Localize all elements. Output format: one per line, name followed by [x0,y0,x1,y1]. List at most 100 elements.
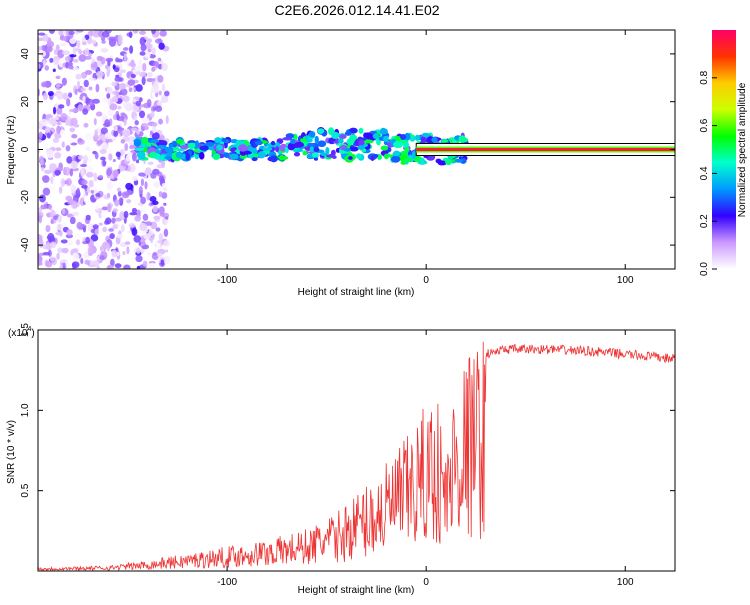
band-cell [380,145,389,151]
noise-cell [147,71,153,78]
band-cell [279,154,285,161]
noise-cell [38,214,43,224]
noise-cell [65,178,72,187]
noise-cell [140,248,145,254]
noise-cell [100,48,109,53]
noise-cell [72,200,78,209]
spectrogram-plot [38,30,675,269]
noise-cell [156,164,163,169]
noise-cell [106,93,111,99]
band-cell [400,160,407,165]
colorbar-tick-label: 0.0 [699,262,710,276]
noise-cell [158,42,165,50]
noise-cell [107,109,114,117]
band-cell [404,132,411,141]
band-cell [290,138,296,145]
noise-cell [77,104,83,112]
noise-cell [157,252,163,258]
band-cell [431,136,438,143]
noise-cell [54,132,62,139]
noise-cell [49,163,57,172]
noise-cell [82,95,86,105]
noise-cell [56,121,62,126]
noise-cell [84,69,93,75]
noise-cell [42,92,48,101]
colorbar-tick-label: 0.6 [699,118,710,132]
band-cell [358,139,365,148]
spectrogram-x-tick-label: -100 [217,275,237,286]
band-cell [421,132,430,138]
noise-cell [95,111,103,117]
noise-cell [50,219,54,225]
noise-cell [155,105,163,112]
noise-cell [135,255,143,263]
band-cell [314,135,319,144]
noise-cell [165,115,169,124]
snr-plot [38,341,675,571]
noise-cell [146,38,153,43]
noise-cell [114,263,122,269]
noise-cell [57,216,62,223]
band-cell [262,147,273,152]
noise-cell [78,54,87,62]
noise-cell [161,192,168,199]
noise-cell [72,252,80,262]
noise-cell [60,43,67,47]
noise-cell [163,240,170,247]
noise-cell [60,129,66,137]
noise-cell [47,90,54,97]
noise-cell [149,130,154,135]
noise-cell [113,199,120,207]
noise-cell [64,55,71,62]
noise-cell [138,97,143,103]
band-cell [320,152,327,157]
noise-cell [88,77,97,81]
noise-cell [135,100,142,107]
noise-cell [104,64,109,70]
snr-x-tick-label: 100 [617,577,634,588]
noise-cell [59,36,67,41]
band-cell [176,139,184,144]
band-cell [214,137,222,144]
band-cell [393,140,404,149]
noise-cell [85,96,90,106]
noise-cell [83,79,89,88]
noise-cell [51,257,57,266]
noise-cell [83,56,92,60]
band-cell [253,153,259,158]
noise-cell [59,230,63,237]
noise-cell [85,236,91,244]
noise-cell [65,195,73,202]
noise-cell [123,117,127,126]
noise-cell [146,191,151,201]
noise-cell [140,196,147,205]
noise-cell [161,182,170,188]
noise-cell [72,46,77,55]
band-cell [419,157,425,165]
band-cell [344,131,352,136]
noise-cell [119,197,124,203]
noise-cell [151,30,156,35]
colorbar-tick-label: 0.2 [699,214,710,228]
noise-cell [121,191,130,199]
band-cell [171,140,178,148]
noise-cell [38,88,41,97]
noise-cell [46,132,51,139]
noise-cell [114,217,122,222]
noise-cell [50,186,56,191]
noise-cell [90,234,99,242]
noise-cell [84,259,91,265]
band-cell [294,141,305,148]
band-cell [223,152,230,158]
noise-cell [118,41,123,45]
band-cell [358,127,364,134]
noise-cell [155,227,161,232]
noise-cell [106,181,114,191]
noise-cell [76,30,84,33]
noise-cell [100,211,107,218]
noise-cell [52,137,60,143]
noise-cell [65,145,71,152]
noise-cell [102,226,108,233]
noise-cell [94,228,100,236]
noise-cell [157,57,162,62]
